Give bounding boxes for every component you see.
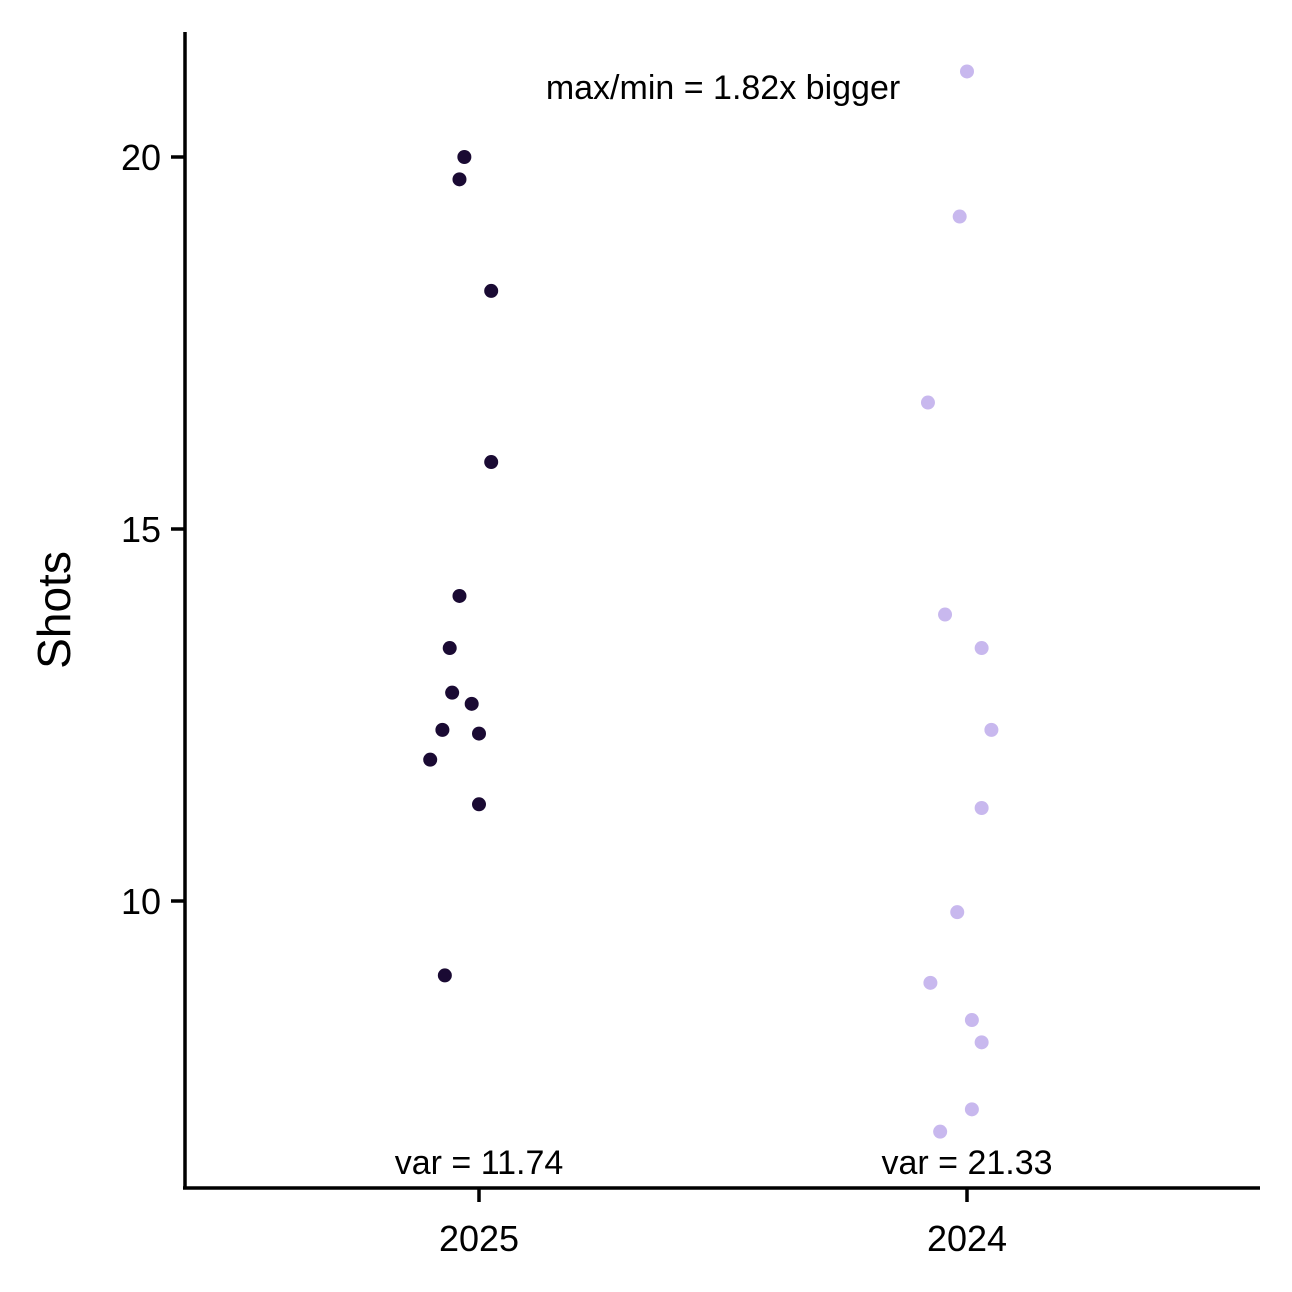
y-tick-label: 20 xyxy=(121,137,161,178)
ratio-annotation: max/min = 1.82x bigger xyxy=(546,69,900,107)
y-tick-label: 15 xyxy=(121,509,161,550)
data-point-2024 xyxy=(974,1035,989,1050)
data-point-2025 xyxy=(452,172,467,187)
data-point-2025 xyxy=(452,588,467,603)
data-point-2025 xyxy=(435,722,450,737)
data-point-2024 xyxy=(964,1013,979,1028)
x-ticks: 2025 2024 xyxy=(439,1188,1007,1259)
data-point-2024 xyxy=(923,975,938,990)
data-point-2024 xyxy=(952,209,967,224)
points-layer xyxy=(423,64,999,1139)
x-tick-label-2025: 2025 xyxy=(439,1218,519,1259)
data-point-2024 xyxy=(938,607,953,622)
data-point-2024 xyxy=(974,801,989,815)
data-point-2025 xyxy=(472,726,486,741)
data-point-2024 xyxy=(920,395,935,410)
data-point-2025 xyxy=(437,968,452,983)
data-point-2024 xyxy=(960,64,974,79)
data-point-2025 xyxy=(457,150,472,164)
data-point-2025 xyxy=(484,283,499,298)
data-point-2024 xyxy=(984,722,999,737)
data-point-2025 xyxy=(464,696,479,711)
data-point-2024 xyxy=(933,1124,948,1139)
var-annotation-2025: var = 11.74 xyxy=(395,1144,564,1182)
data-point-2025 xyxy=(423,752,438,767)
data-point-2024 xyxy=(974,641,989,656)
x-tick-label-2024: 2024 xyxy=(927,1218,1007,1259)
var-annotation-2024: var = 21.33 xyxy=(881,1144,1052,1182)
data-point-2025 xyxy=(484,455,499,470)
data-point-2025 xyxy=(442,641,457,656)
data-point-2025 xyxy=(445,685,460,700)
data-point-2024 xyxy=(964,1102,979,1117)
y-tick-label: 10 xyxy=(121,881,161,922)
data-point-2025 xyxy=(472,797,486,812)
y-ticks: 10 15 20 xyxy=(121,137,185,922)
data-point-2024 xyxy=(950,905,965,920)
y-axis-title: Shots xyxy=(28,551,80,669)
